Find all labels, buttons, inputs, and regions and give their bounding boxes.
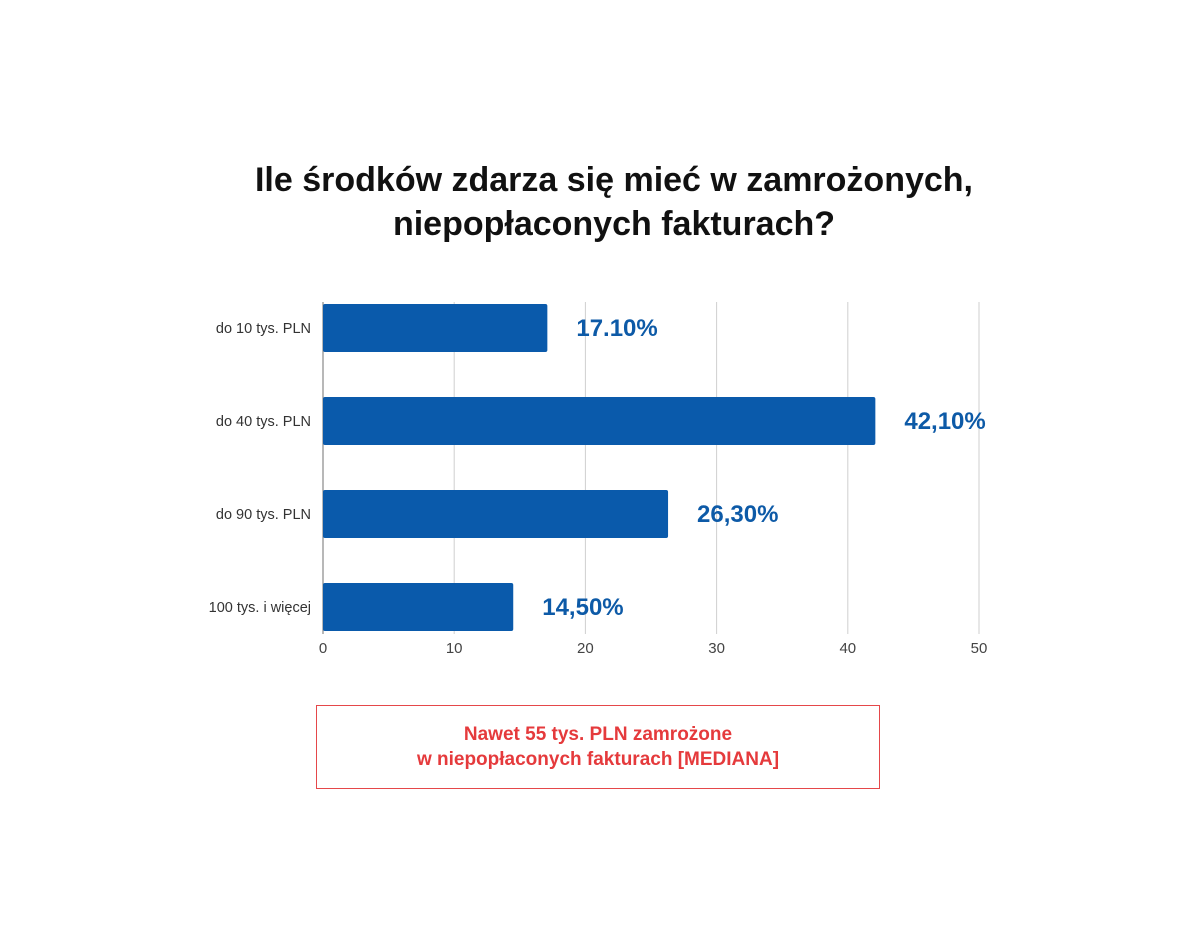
x-tick-label: 10	[446, 640, 463, 657]
x-tick-label: 0	[319, 640, 327, 657]
category-label: 100 tys. i więcej	[209, 600, 311, 616]
data-label: 42,10%	[904, 408, 985, 435]
callout-line-2: w niepopłaconych fakturach [MEDIANA]	[416, 749, 780, 770]
category-label: do 90 tys. PLN	[216, 507, 311, 523]
data-label: 14,50%	[542, 594, 623, 621]
bar	[323, 397, 876, 445]
chart-title-line-2: niepopłaconych fakturach?	[392, 205, 836, 243]
x-tick-label: 40	[839, 640, 856, 657]
bar	[323, 490, 669, 538]
x-tick-label: 30	[708, 640, 725, 657]
median-callout-box: Nawet 55 tys. PLN zamrożone w niepopłaco…	[316, 705, 880, 789]
category-label: do 40 tys. PLN	[216, 414, 311, 430]
chart-title: Ile środków zdarza się mieć w zamrożonyc…	[0, 158, 1200, 246]
chart-title-line-1: Ile środków zdarza się mieć w zamrożonyc…	[254, 161, 974, 199]
bar	[323, 304, 548, 352]
data-label: 17.10%	[576, 315, 657, 342]
callout-line-1: Nawet 55 tys. PLN zamrożone	[463, 724, 733, 745]
data-label: 26,30%	[697, 501, 778, 528]
x-tick-label: 20	[577, 640, 594, 657]
bar	[323, 583, 514, 631]
x-tick-label: 50	[971, 640, 988, 657]
category-label: do 10 tys. PLN	[216, 321, 311, 337]
bar-chart: 0 10 20 30 40 50 do 10 tys. PLN 17.10% do 40 tys…	[209, 302, 988, 657]
